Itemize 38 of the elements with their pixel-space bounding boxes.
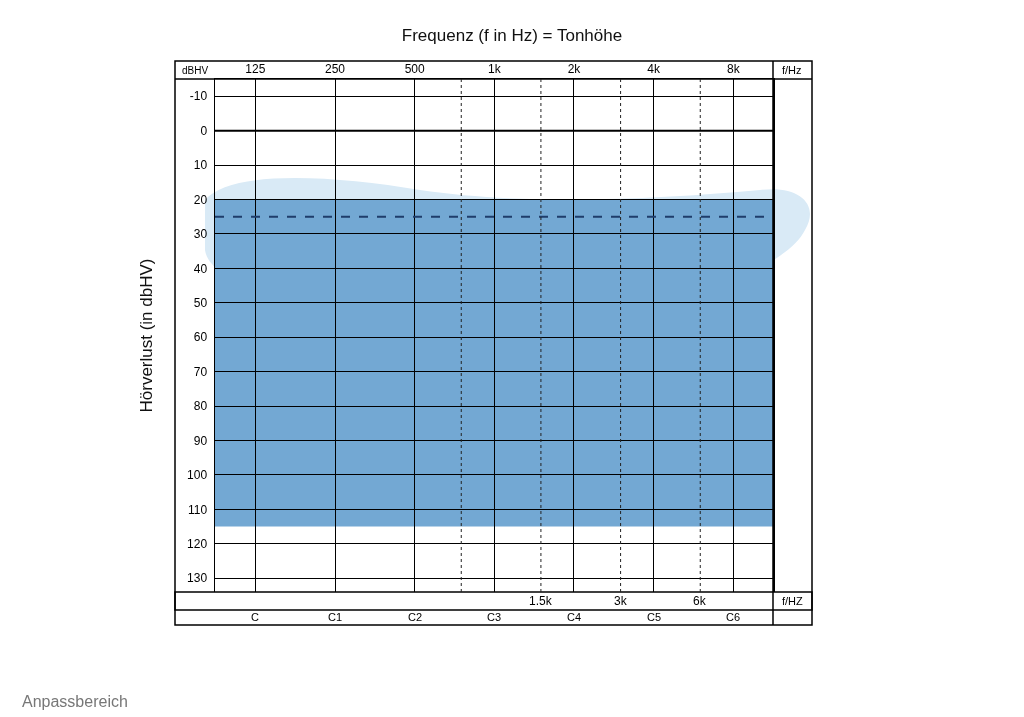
y-tick-label: 130 (187, 571, 208, 586)
text: f/Hz (782, 64, 802, 76)
text: C4 (567, 611, 582, 623)
ref-line-label: 1.5k (529, 594, 553, 608)
y-tick-label: 60 (193, 330, 208, 345)
y-axis-title: Hörverlust (in dbHV) (136, 258, 156, 413)
x-tick-label: 4k (647, 61, 661, 76)
y-tick-label: 40 (193, 261, 208, 276)
text: C5 (647, 611, 662, 623)
x-tick-label: 1k (487, 61, 502, 76)
y-tick-label: 120 (187, 537, 208, 551)
text: C2 (408, 611, 423, 623)
y-tick-label: 20 (193, 192, 208, 207)
y-tick-label: 100 (187, 468, 208, 483)
y-tick-label: -10 (189, 89, 208, 104)
y-tick-label: 30 (193, 227, 208, 242)
ref-line-label: 3k (614, 594, 628, 608)
text: dBHV (182, 65, 209, 76)
text: C3 (487, 611, 502, 623)
y-tick-label: 0 (200, 123, 208, 138)
text: C (251, 611, 259, 623)
ref-line-label: 6k (693, 594, 707, 608)
text: f/HZ (782, 595, 804, 607)
x-tick-label: 8k (726, 61, 741, 76)
x-tick-label: 500 (404, 61, 425, 76)
x-tick-label: 250 (324, 61, 346, 76)
y-tick-label: 110 (187, 502, 208, 517)
text: Anpassbereich (22, 693, 128, 710)
chart-title: Frequenz (f in Hz) = Tonhöhe (401, 25, 623, 45)
x-tick-label: 2k (567, 61, 582, 76)
text: C6 (726, 611, 741, 623)
text: C1 (328, 611, 343, 623)
y-tick-label: 80 (193, 399, 208, 414)
y-tick-label: 70 (193, 364, 208, 379)
y-tick-label: 90 (193, 433, 208, 448)
x-tick-label: 125 (245, 61, 266, 76)
y-tick-label: 10 (193, 158, 208, 173)
y-tick-label: 50 (193, 295, 208, 310)
